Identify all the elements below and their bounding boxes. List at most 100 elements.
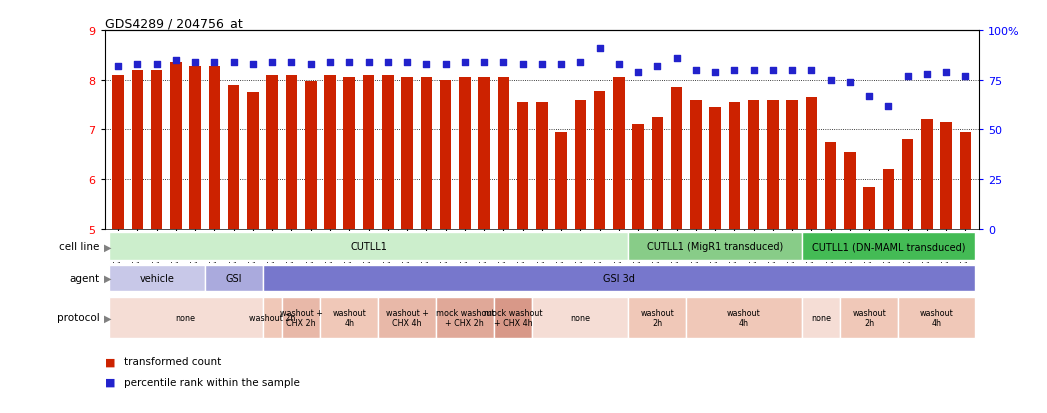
Bar [614,78,625,229]
Text: washout
4h: washout 4h [919,308,954,327]
Point [881,103,897,109]
Point [399,59,416,66]
Bar [494,297,532,338]
Point [957,73,974,80]
Bar [132,71,143,229]
Bar [628,233,802,261]
Bar [960,133,972,229]
Point [438,62,454,68]
Point [264,59,281,66]
Bar [883,170,894,229]
Text: ▶: ▶ [104,273,111,283]
Bar [594,91,605,229]
Point [360,59,377,66]
Text: transformed count: transformed count [124,356,221,366]
Text: washout 2h: washout 2h [249,313,295,322]
Bar [151,71,162,229]
Bar [802,233,975,261]
Bar [171,63,182,229]
Text: ▶: ▶ [104,242,111,252]
Bar [112,76,124,229]
Point [842,79,859,86]
Text: ▶: ▶ [104,313,111,323]
Point [321,59,338,66]
Bar [263,297,282,338]
Bar [710,108,721,229]
Text: washout +
CHX 2h: washout + CHX 2h [280,308,322,327]
Point [129,62,146,68]
Point [303,62,319,68]
Point [149,62,165,68]
Point [592,45,608,52]
Text: GSI: GSI [225,273,242,283]
Bar [205,265,263,292]
Bar [767,100,779,229]
Bar [109,297,263,338]
Bar [898,297,975,338]
Bar [362,76,374,229]
Text: washout
2h: washout 2h [852,308,886,327]
Bar [690,100,701,229]
Text: washout +
CHX 4h: washout + CHX 4h [385,308,428,327]
Point [745,67,762,74]
Point [803,67,820,74]
Point [784,67,801,74]
Text: GSI 3d: GSI 3d [603,273,634,283]
Bar [628,297,686,338]
Bar [228,85,240,229]
Bar [517,103,529,229]
Point [610,62,627,68]
Bar [282,297,320,338]
Bar [382,76,394,229]
Bar [575,100,586,229]
Point [456,59,473,66]
Bar [802,297,841,338]
Bar [536,103,548,229]
Text: CUTLL1 (MigR1 transduced): CUTLL1 (MigR1 transduced) [647,242,783,252]
Bar [459,78,470,229]
Text: washout
4h: washout 4h [332,308,366,327]
Text: GDS4289 / 204756_at: GDS4289 / 204756_at [105,17,243,30]
Bar [208,66,220,229]
Bar [729,103,740,229]
Text: none: none [571,313,591,322]
Point [283,59,299,66]
Bar [378,297,436,338]
Text: percentile rank within the sample: percentile rank within the sample [124,377,299,387]
Text: vehicle: vehicle [139,273,174,283]
Bar [686,297,802,338]
Bar [401,78,413,229]
Text: washout
2h: washout 2h [641,308,674,327]
Point [918,71,935,78]
Point [899,73,916,80]
Point [649,63,666,70]
Bar [901,140,913,229]
Bar [436,297,494,338]
Bar [343,78,355,229]
Bar [263,265,975,292]
Bar [497,78,509,229]
Bar [109,233,628,261]
Point [245,62,262,68]
Point [764,67,781,74]
Bar [320,297,378,338]
Point [688,67,705,74]
Bar [286,76,297,229]
Bar [841,297,898,338]
Text: none: none [811,313,831,322]
Bar [421,78,432,229]
Point [553,62,570,68]
Text: washout
4h: washout 4h [727,308,761,327]
Bar [940,123,952,229]
Bar [632,125,644,229]
Point [514,62,531,68]
Text: agent: agent [69,273,99,283]
Point [629,69,646,76]
Point [341,59,358,66]
Point [225,59,242,66]
Bar [440,81,451,229]
Point [418,62,435,68]
Point [186,59,203,66]
Text: cell line: cell line [59,242,99,252]
Point [533,62,550,68]
